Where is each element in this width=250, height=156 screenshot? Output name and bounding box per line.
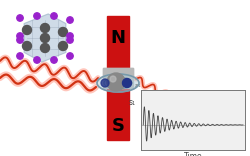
Text: $s_1$: $s_1$	[198, 108, 205, 116]
Y-axis label: s₁: s₁	[128, 98, 136, 107]
Circle shape	[17, 53, 23, 59]
Ellipse shape	[97, 74, 139, 92]
Circle shape	[34, 57, 40, 63]
Circle shape	[40, 34, 50, 42]
Circle shape	[17, 33, 23, 39]
Circle shape	[17, 15, 23, 21]
Circle shape	[122, 78, 132, 88]
Circle shape	[51, 57, 57, 63]
Text: N: N	[110, 29, 126, 47]
Circle shape	[58, 27, 68, 37]
Circle shape	[107, 73, 125, 91]
Circle shape	[51, 13, 57, 19]
Bar	[107, 16, 129, 71]
Circle shape	[22, 25, 32, 34]
Circle shape	[40, 44, 50, 53]
Circle shape	[34, 13, 40, 19]
Circle shape	[67, 37, 73, 43]
Circle shape	[67, 17, 73, 23]
Bar	[107, 85, 129, 140]
X-axis label: Time: Time	[184, 152, 203, 156]
Circle shape	[110, 76, 116, 82]
Circle shape	[58, 41, 68, 51]
Text: $s_1$: $s_1$	[134, 82, 142, 90]
Text: S: S	[112, 117, 124, 135]
Circle shape	[17, 37, 23, 43]
Circle shape	[40, 24, 50, 32]
Circle shape	[67, 53, 73, 59]
Bar	[103, 78, 133, 88]
Ellipse shape	[104, 77, 132, 89]
Circle shape	[101, 79, 109, 87]
Polygon shape	[24, 14, 66, 62]
FancyBboxPatch shape	[103, 68, 133, 78]
Circle shape	[22, 41, 32, 51]
Bar	[103, 68, 133, 78]
Circle shape	[67, 33, 73, 39]
